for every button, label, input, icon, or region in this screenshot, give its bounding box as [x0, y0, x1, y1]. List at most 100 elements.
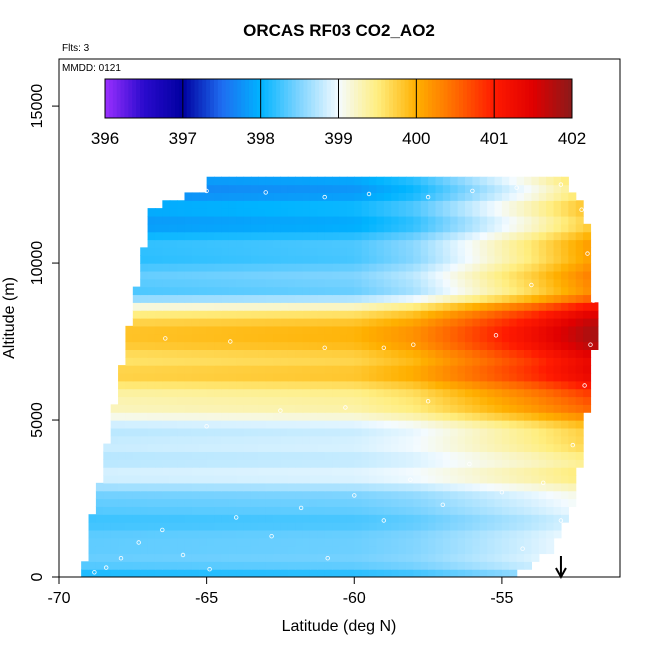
heatmap-cell	[516, 223, 525, 233]
heatmap-cell	[295, 270, 304, 280]
heatmap-cell	[501, 302, 510, 311]
heatmap-cell	[479, 208, 488, 217]
heatmap-cell	[420, 545, 429, 555]
sample-point	[204, 188, 209, 194]
heatmap-cell	[442, 294, 451, 303]
heatmap-cell	[494, 467, 503, 476]
heatmap-cell	[273, 294, 282, 303]
heatmap-cell	[125, 412, 134, 421]
colorbar-swatch	[400, 79, 406, 118]
heatmap-cell	[383, 255, 392, 264]
heatmap-cell	[420, 231, 429, 241]
heatmap-cell	[376, 278, 385, 288]
heatmap-cell	[280, 278, 289, 288]
heatmap-cell	[147, 325, 156, 335]
heatmap-cell	[442, 357, 451, 366]
heatmap-cell	[346, 223, 355, 233]
heatmap-cell	[450, 263, 459, 272]
heatmap-cell	[479, 255, 488, 264]
heatmap-cell	[398, 529, 407, 539]
heatmap-cell	[516, 365, 525, 374]
heatmap-cell	[516, 459, 525, 468]
heatmap-cell	[250, 263, 259, 272]
heatmap-cell	[243, 302, 252, 311]
heatmap-cell	[140, 459, 149, 468]
heatmap-cell	[420, 223, 429, 233]
heatmap-cell	[236, 372, 245, 382]
heatmap-cell	[383, 522, 392, 531]
heatmap-cell	[243, 482, 252, 492]
heatmap-cell	[524, 176, 533, 186]
heatmap-cell	[583, 255, 592, 264]
heatmap-cell	[169, 357, 178, 366]
colorbar-swatch	[295, 79, 301, 118]
heatmap-cell	[280, 514, 289, 523]
heatmap-cell	[479, 514, 488, 523]
heatmap-cell	[524, 490, 533, 500]
colorbar-swatch	[322, 79, 328, 118]
heatmap-cell	[487, 514, 496, 523]
heatmap-cell	[560, 247, 569, 256]
heatmap-cell	[332, 215, 341, 225]
heatmap-cell	[243, 349, 252, 358]
heatmap-cell	[140, 404, 149, 413]
heatmap-cell	[250, 474, 259, 484]
heatmap-cell	[457, 294, 466, 303]
heatmap-cell	[243, 333, 252, 343]
heatmap-cell	[501, 223, 510, 233]
heatmap-cell	[258, 522, 267, 531]
heatmap-cell	[487, 388, 496, 398]
heatmap-cell	[494, 404, 503, 413]
heatmap-cell	[568, 380, 577, 390]
heatmap-cell	[140, 341, 149, 350]
heatmap-cell	[206, 404, 215, 413]
heatmap-cell	[457, 247, 466, 256]
heatmap-cell	[354, 467, 363, 476]
heatmap-cell	[273, 380, 282, 390]
heatmap-cell	[339, 333, 348, 343]
x-tick-label: -65	[195, 590, 218, 607]
heatmap-cell	[383, 239, 392, 248]
heatmap-cell	[346, 208, 355, 217]
heatmap-cell	[487, 192, 496, 201]
heatmap-cell	[501, 318, 510, 327]
heatmap-cell	[184, 239, 193, 248]
heatmap-cell	[472, 380, 481, 390]
heatmap-cell	[228, 341, 237, 350]
colorbar-swatch	[350, 79, 355, 118]
heatmap-cell	[369, 388, 378, 398]
heatmap-cell	[125, 427, 134, 437]
heatmap-cell	[140, 294, 149, 303]
heatmap-cell	[191, 404, 200, 413]
heatmap-cell	[295, 302, 304, 311]
heatmap-cell	[583, 341, 592, 350]
heatmap-cell	[354, 255, 363, 264]
heatmap-cell	[125, 443, 134, 453]
heatmap-cell	[405, 522, 414, 531]
heatmap-cell	[575, 435, 584, 445]
heatmap-cell	[243, 569, 252, 577]
heatmap-cell	[184, 294, 193, 303]
colorbar-swatch	[128, 79, 133, 118]
heatmap-cell	[199, 435, 208, 445]
heatmap-cell	[302, 420, 311, 429]
heatmap-cell	[538, 380, 547, 390]
heatmap-cell	[228, 427, 237, 437]
heatmap-cell	[140, 286, 149, 296]
heatmap-cell	[553, 396, 562, 405]
heatmap-cell	[442, 380, 451, 390]
heatmap-cell	[361, 325, 370, 335]
heatmap-cell	[420, 255, 429, 264]
heatmap-cell	[250, 459, 259, 468]
heatmap-cell	[214, 380, 222, 390]
heatmap-cell	[169, 404, 178, 413]
heatmap-cell	[184, 482, 193, 492]
heatmap-cell	[479, 263, 488, 272]
heatmap-cell	[206, 459, 215, 468]
heatmap-cell	[162, 561, 171, 570]
sample-point	[499, 490, 505, 495]
heatmap-cell	[177, 341, 186, 350]
heatmap-cell	[553, 223, 562, 233]
heatmap-cell	[509, 247, 518, 256]
